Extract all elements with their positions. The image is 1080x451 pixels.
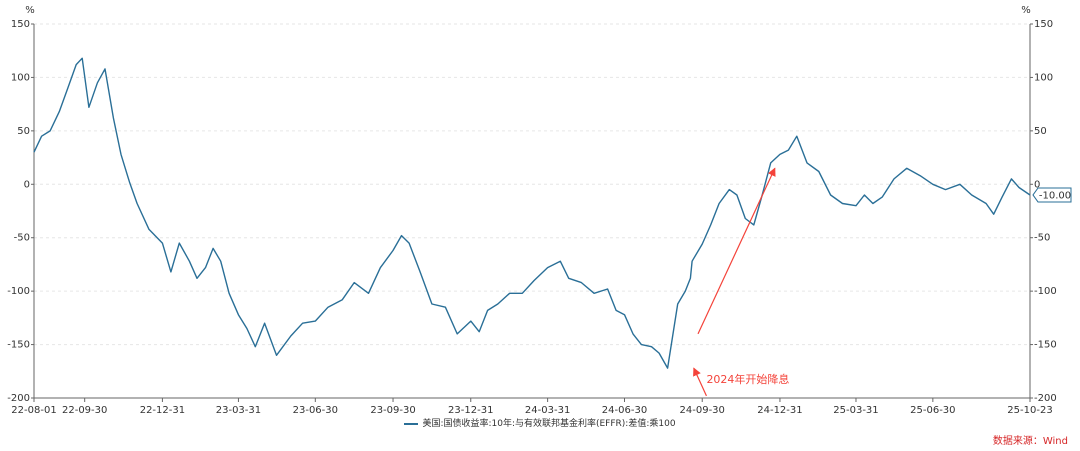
axes: 150 150 100 100 50 50 0 0 -50 -50 -100 -100 -150 -150… (7, 5, 1056, 416)
y-tick-label-left: 100 (11, 72, 30, 83)
x-tick-label: 24-09-30 (680, 405, 725, 416)
y-tick-label-left: -100 (7, 286, 30, 297)
annotation-arrow (697, 167, 776, 335)
x-tick-label: 24-06-30 (602, 405, 647, 416)
y-tick-label-left: 0 (24, 179, 30, 190)
x-tick-label: 23-06-30 (293, 405, 338, 416)
y-tick-label-right: 50 (1034, 126, 1047, 137)
legend-swatch (404, 422, 419, 425)
x-tick-label: 22-08-01 (11, 405, 56, 416)
x-tick-label: 22-12-31 (140, 405, 185, 416)
x-tick-label: 25-10-23 (1007, 405, 1052, 416)
x-tick-label: 23-09-30 (370, 405, 415, 416)
series-layer: -10.00 (33, 57, 1072, 369)
source-note: 数据来源：Wind (992, 436, 1068, 447)
legend-label: 美国:国债收益率:10年:与有效联邦基金利率(EFFR):差值:乘100 (422, 419, 676, 429)
annotation-text: 2024年开始降息 (706, 372, 789, 386)
y-tick-label-right: 150 (1034, 19, 1053, 30)
grid-layer (34, 23, 1030, 346)
y-tick-label-right: -200 (1034, 393, 1057, 404)
x-tick-label: 23-03-31 (216, 405, 261, 416)
y-unit-right: % (1021, 5, 1031, 16)
annotation-arrow (693, 367, 707, 397)
x-tick-label: 23-12-31 (448, 405, 493, 416)
y-tick-label-left: -150 (7, 340, 30, 351)
y-tick-label-left: 50 (17, 126, 30, 137)
legend: 美国:国债收益率:10年:与有效联邦基金利率(EFFR):差值:乘100 (0, 416, 1080, 429)
y-unit-left: % (25, 5, 35, 16)
x-tick-label: 22-09-30 (62, 405, 107, 416)
last-value-box (1032, 187, 1072, 203)
y-tick-label-right: -50 (1034, 233, 1050, 244)
y-tick-label-right: -150 (1034, 340, 1057, 351)
x-tick-label: 25-06-30 (910, 405, 955, 416)
series-line (33, 57, 1031, 369)
x-tick-label: 24-03-31 (525, 405, 570, 416)
y-tick-label-right: -100 (1034, 286, 1057, 297)
x-tick-label: 24-12-31 (757, 405, 802, 416)
annotation-layer: 2024年开始降息 (693, 167, 789, 397)
y-tick-label-right: 100 (1034, 72, 1053, 83)
y-tick-label-left: -200 (7, 393, 30, 404)
y-tick-label-left: -50 (14, 233, 30, 244)
y-tick-label-right: 0 (1034, 179, 1040, 190)
y-tick-label-left: 150 (11, 19, 30, 30)
x-tick-label: 25-03-31 (833, 405, 878, 416)
last-value-label: -10.00 (1039, 190, 1071, 201)
